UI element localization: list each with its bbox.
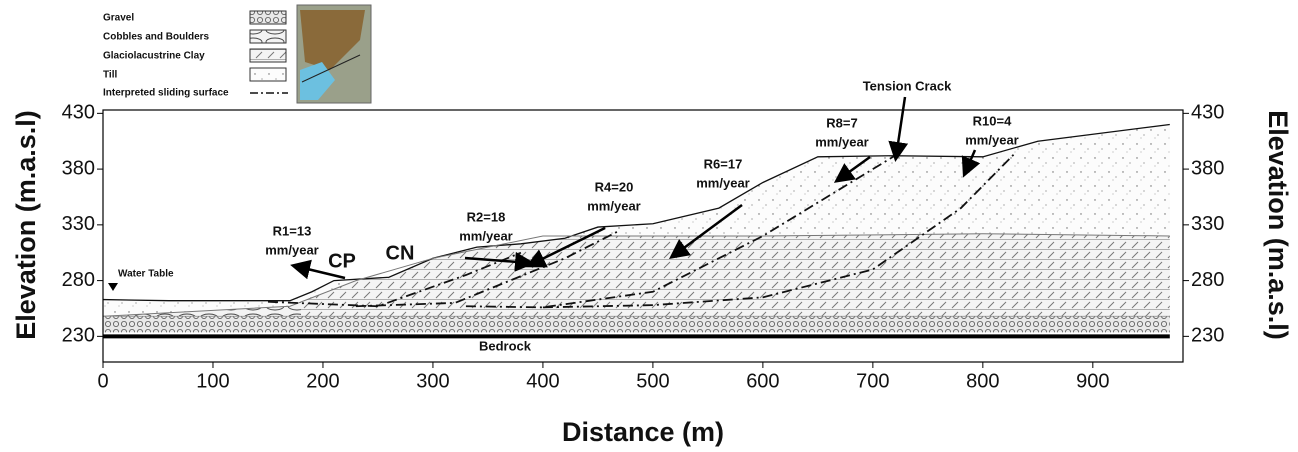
annotation: mm/year (696, 175, 749, 190)
legend-label: Glaciolacustrine Clay (103, 51, 205, 62)
y2-tick-label: 330 (1191, 213, 1224, 235)
annotation: R10=4 (973, 113, 1012, 128)
x-tick-label: 900 (1076, 370, 1109, 392)
annotation: Water Table (118, 269, 174, 280)
inset-map (296, 4, 372, 104)
y-tick-label: 280 (62, 269, 95, 291)
movement-arrow (961, 149, 981, 178)
legend-label: Gravel (103, 13, 134, 24)
legend-swatch (249, 48, 287, 63)
y2-tick-label: 280 (1191, 269, 1224, 291)
y2-tick-label: 230 (1191, 325, 1224, 347)
x-tick-label: 600 (746, 370, 779, 392)
annotation: mm/year (265, 242, 318, 257)
x-tick-label: 0 (97, 370, 108, 392)
annotation: CP (328, 250, 356, 272)
x-axis-label: Distance (m) (562, 417, 724, 447)
x-tick-label: 800 (966, 370, 999, 392)
legend: Gravel Cobbles and Boulders Glaciolacustri… (103, 4, 372, 104)
movement-arrow (464, 251, 535, 272)
layer-boundary (102, 233, 1170, 317)
movement-arrow (668, 203, 743, 259)
y-tick-label: 230 (62, 325, 95, 347)
y2-tick-label: 380 (1191, 157, 1224, 179)
x-tick-label: 500 (636, 370, 669, 392)
y-tick-label: 380 (62, 157, 95, 179)
y-tick-label: 430 (62, 102, 95, 124)
movement-arrow (290, 259, 346, 280)
x-tick-label: 400 (526, 370, 559, 392)
annotation: mm/year (965, 132, 1018, 147)
annotation: R4=20 (595, 179, 634, 194)
legend-swatch (249, 67, 287, 82)
sliding-surface (465, 154, 896, 309)
x-tick-label: 700 (856, 370, 889, 392)
annotation: mm/year (459, 228, 512, 243)
annotation: R2=18 (467, 209, 506, 224)
legend-label: Till (103, 70, 117, 81)
y2-tick-label: 430 (1191, 102, 1224, 124)
x-tick-label: 300 (416, 370, 449, 392)
y2-axis-label: Elevation (m.a.s.l) (1263, 110, 1293, 340)
annotation: Tension Crack (863, 78, 952, 93)
water-table-marker (108, 283, 118, 291)
legend-label: Cobbles and Boulders (103, 32, 210, 43)
y-axis-label: Elevation (m.a.s.l) (11, 110, 41, 340)
legend-swatch (249, 29, 287, 44)
sliding-surface (267, 251, 522, 308)
movement-arrow (888, 96, 909, 162)
movement-arrow (833, 155, 871, 183)
annotation: CN (386, 242, 415, 264)
annotation: Bedrock (479, 338, 532, 353)
movement-arrow (525, 226, 606, 268)
cobbles-layer (103, 301, 301, 317)
x-tick-label: 200 (306, 370, 339, 392)
sliding-surface (355, 229, 621, 308)
annotation: mm/year (815, 134, 868, 149)
gravel-layer (103, 316, 1170, 333)
annotation: mm/year (587, 198, 640, 213)
sliding-surface (542, 151, 1017, 309)
annotation: R8=7 (826, 115, 857, 130)
annotation: R6=17 (704, 156, 743, 171)
plot-frame (102, 109, 1184, 363)
legend-label: Interpreted sliding surface (103, 88, 229, 99)
legend-swatch (249, 10, 287, 25)
x-tick-label: 100 (196, 370, 229, 392)
y-tick-label: 330 (62, 213, 95, 235)
annotation: R1=13 (273, 223, 312, 238)
clay-layer (103, 233, 1170, 317)
